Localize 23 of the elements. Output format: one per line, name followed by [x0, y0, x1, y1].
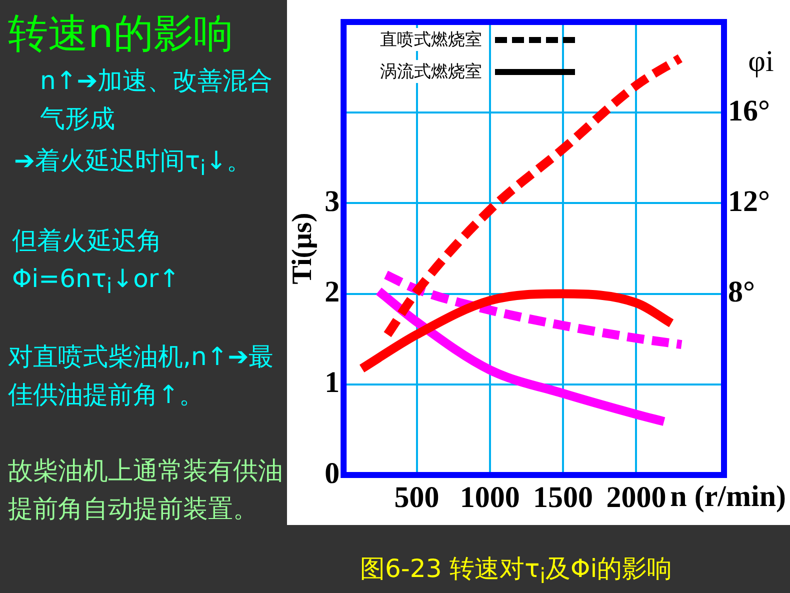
x-tick-label: 2000 — [606, 480, 666, 514]
text: 但着火延迟角Φi=6nτ$_{i}$↓or↑ — [12, 225, 181, 300]
annotation: 直喷式燃烧室 — [377, 28, 485, 51]
annotation: 涡流式燃烧室 — [377, 60, 485, 83]
x-tick-label: 1000 — [460, 480, 520, 514]
text: 对直喷式柴油机,n↑➔最佳供油提前角↑。 — [8, 341, 275, 411]
y-tick-label: 1 — [324, 366, 340, 400]
y-tick-label: 0 — [324, 456, 340, 490]
text: n↑➔加速、改善混合气形成 — [40, 65, 274, 135]
y2-tick-label: 8° — [728, 276, 755, 309]
y-axis-title: Ti(μs) — [287, 212, 318, 284]
y2-tick-label: 12° — [728, 184, 770, 218]
text: 故柴油机上通常装有供油提前角自动提前装置。 — [8, 455, 283, 525]
x-tick-label: 1500 — [533, 480, 594, 514]
text: ➔着火延迟时间τ$_{i}$↓。 — [14, 145, 253, 182]
x-axis-title: n (r/min) — [670, 480, 786, 513]
caption: 图6-23 转速对τ$_{i}$及Φi的影响 — [360, 553, 674, 590]
x-tick-label: 500 — [394, 480, 440, 514]
y2-tick-label: 16° — [728, 94, 770, 128]
y2-axis-title: φi — [748, 44, 774, 78]
chart-title: 转速n的影响 — [8, 10, 234, 59]
y-tick-label: 3 — [324, 184, 340, 218]
y-tick-label: 2 — [324, 276, 340, 309]
